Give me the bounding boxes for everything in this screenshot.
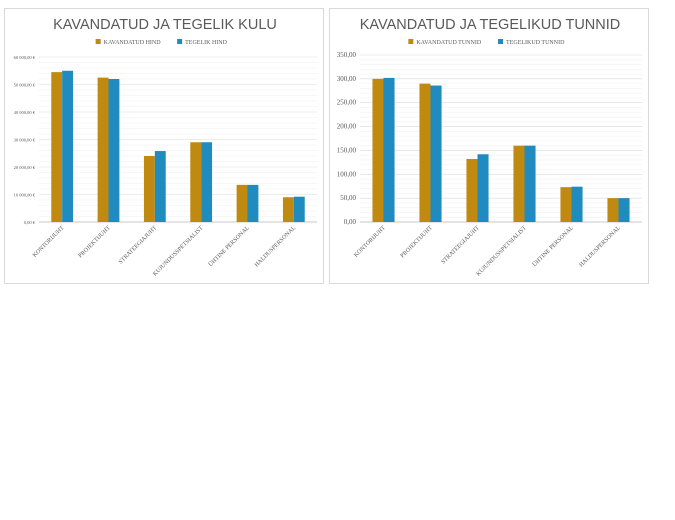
y-tick-label: 50 000,00 € [14,83,36,89]
gridlines [360,54,642,223]
y-tick-label: 40 000,00 € [14,110,36,116]
bar [108,79,120,222]
legend-label: TEGELIKUD TUNNID [506,40,565,46]
bar [419,83,431,222]
x-tick-label: KUJUNDUSSPETSIALIST [476,225,529,278]
y-tick-label: 300,00 [337,75,357,83]
x-tick-label: KUJUNDUSSPETSIALIST [152,225,205,278]
x-tick-label: KONTORIJUHT [32,225,66,259]
x-tick-label: STRATEEGIAJUHT [118,225,159,266]
bar [513,145,525,222]
y-tick-label: 150,00 [337,146,357,154]
bar [143,156,155,222]
legend-swatch [408,39,414,44]
cost-chart-panel: KAVANDATUD JA TEGELIK KULU KAVANDATUD HIN… [4,8,324,284]
bar [571,186,583,222]
chart-svg: KAVANDATUD JA TEGELIKUD TUNNID KAVANDATUD… [337,17,642,278]
bar [524,145,536,222]
bar [62,70,74,222]
bar [97,77,109,222]
bars [372,77,630,222]
bar [560,187,572,222]
gridlines [39,56,317,223]
bar [154,151,166,222]
x-tick-label: HALDUSPERSONAL [254,225,298,269]
y-tick-label: 50,00 [340,194,356,202]
bar [430,85,442,222]
legend-swatch [95,39,101,44]
x-tick-label: KONTORIJUHT [353,225,387,259]
bar [282,197,294,222]
chart-legend: KAVANDATUD HIND TEGELIK HIND [95,39,228,46]
y-tick-label: 30 000,00 € [14,138,36,144]
bar [477,154,489,222]
x-tick-label: ÜHTINE PERSONAL [531,224,575,268]
chart-svg: KAVANDATUD JA TEGELIK KULU KAVANDATUD HIN… [14,17,317,278]
legend-label: KAVANDATUD TUNNID [416,40,482,46]
y-tick-label: 350,00 [337,51,357,59]
bar [247,184,259,222]
x-tick-label: STRATEEGIAJUHT [441,225,482,266]
bar [607,198,619,222]
y-tick-label: 20 000,00 € [14,165,36,171]
y-tick-label: 60 000,00 € [14,55,36,61]
bar [372,78,384,222]
bars [51,70,305,222]
y-tick-label: 100,00 [337,170,357,178]
bar [201,142,213,222]
chart-title: KAVANDATUD JA TEGELIKUD TUNNID [360,17,621,33]
x-tick-label: HALDUSPERSONAL [579,225,623,269]
y-tick-label: 10 000,00 € [14,193,36,199]
legend-label: TEGELIK HIND [185,40,227,46]
x-tick-label: ÜHTINE PERSONAL [207,224,251,268]
x-tick-label: PROJEKTIJUHT [400,225,434,259]
bar [383,77,395,222]
y-tick-label: 0,00 [344,218,357,226]
x-tick-label: PROJEKTIJUHT [78,225,112,259]
bar [51,72,63,222]
bar [293,196,305,222]
chart-title: KAVANDATUD JA TEGELIK KULU [53,17,277,33]
hours-chart-panel: KAVANDATUD JA TEGELIKUD TUNNID KAVANDATUD… [329,8,649,284]
y-tick-label: 0,00 € [24,220,36,226]
legend-swatch [177,39,183,44]
bar [618,198,630,222]
bar [236,184,248,222]
y-tick-label: 250,00 [337,99,357,107]
bar [190,142,202,222]
legend-label: KAVANDATUD HIND [104,40,162,46]
legend-swatch [498,39,504,44]
y-tick-label: 200,00 [337,123,357,131]
bar [466,159,478,222]
chart-legend: KAVANDATUD TUNNID TEGELIKUD TUNNID [408,39,565,46]
